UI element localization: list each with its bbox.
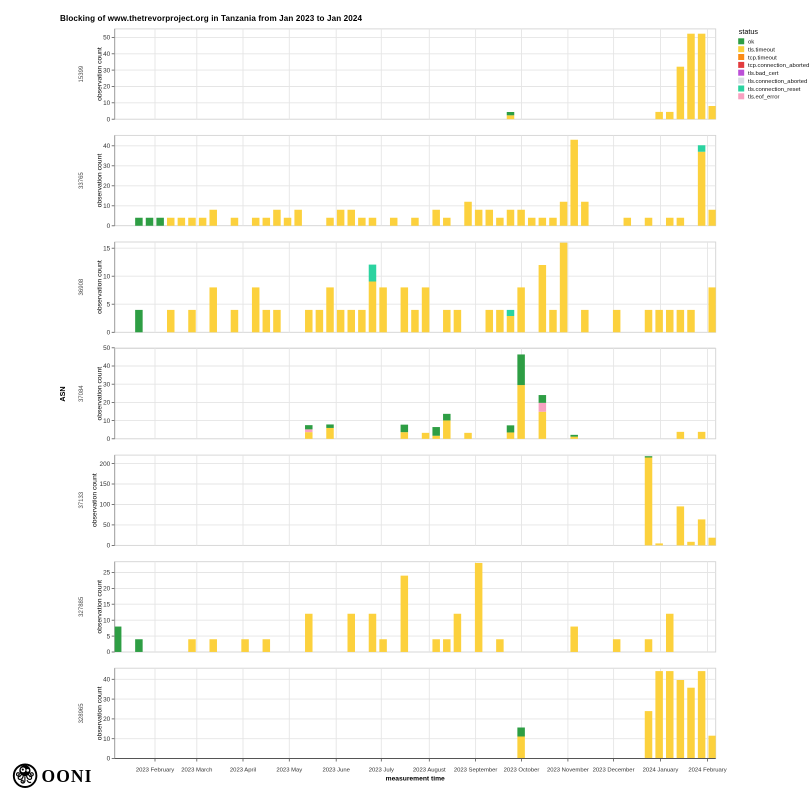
svg-text:0: 0 xyxy=(107,543,111,550)
svg-text:0: 0 xyxy=(107,330,111,337)
svg-text:2023 June: 2023 June xyxy=(322,768,350,774)
svg-text:5: 5 xyxy=(107,301,111,308)
svg-text:25: 25 xyxy=(103,570,111,577)
svg-text:observation count: observation count xyxy=(96,686,103,740)
svg-text:ASN: ASN xyxy=(58,386,67,401)
svg-text:2023 March: 2023 March xyxy=(181,768,212,774)
svg-text:150: 150 xyxy=(100,481,111,488)
svg-text:ok: ok xyxy=(748,40,754,46)
svg-text:20: 20 xyxy=(103,183,111,190)
svg-text:2023 December: 2023 December xyxy=(593,768,635,774)
svg-text:30: 30 xyxy=(103,67,111,74)
svg-text:10: 10 xyxy=(103,100,111,107)
svg-text:tls.eof_error: tls.eof_error xyxy=(748,95,779,101)
svg-text:0: 0 xyxy=(107,649,111,656)
svg-text:37084: 37084 xyxy=(79,385,85,402)
svg-text:2023 April: 2023 April xyxy=(230,768,256,774)
svg-text:50: 50 xyxy=(103,345,111,352)
svg-text:tls.connection_reset: tls.connection_reset xyxy=(748,87,801,93)
svg-text:10: 10 xyxy=(103,273,111,280)
svg-text:observation count: observation count xyxy=(96,47,103,101)
svg-text:2023 August: 2023 August xyxy=(413,768,446,774)
svg-text:15399: 15399 xyxy=(79,65,85,82)
svg-text:0: 0 xyxy=(107,223,111,230)
svg-text:2023 July: 2023 July xyxy=(369,768,394,774)
svg-text:tls.bad_cert: tls.bad_cert xyxy=(748,71,779,77)
svg-text:33765: 33765 xyxy=(79,172,85,189)
svg-text:2023 September: 2023 September xyxy=(454,768,498,774)
svg-text:37133: 37133 xyxy=(79,491,85,508)
svg-text:10: 10 xyxy=(103,736,111,743)
svg-text:30: 30 xyxy=(103,381,111,388)
svg-text:10: 10 xyxy=(103,617,111,624)
svg-text:328965: 328965 xyxy=(79,703,85,724)
svg-text:200: 200 xyxy=(100,461,111,468)
svg-text:measurement time: measurement time xyxy=(386,776,445,783)
svg-text:20: 20 xyxy=(103,400,111,407)
svg-text:observation count: observation count xyxy=(96,580,103,634)
svg-text:2023 October: 2023 October xyxy=(504,768,540,774)
svg-text:observation count: observation count xyxy=(92,473,99,527)
svg-text:30: 30 xyxy=(103,163,111,170)
svg-text:tcp.timeout: tcp.timeout xyxy=(748,55,777,61)
svg-text:15: 15 xyxy=(103,245,111,252)
svg-text:40: 40 xyxy=(103,143,111,150)
svg-text:2024 January: 2024 January xyxy=(643,768,679,774)
svg-text:2023 February: 2023 February xyxy=(136,768,174,774)
svg-text:15: 15 xyxy=(103,602,111,609)
svg-text:observation count: observation count xyxy=(96,260,103,314)
svg-text:0: 0 xyxy=(107,756,111,763)
svg-text:20: 20 xyxy=(103,84,111,91)
svg-text:100: 100 xyxy=(100,502,111,509)
svg-text:40: 40 xyxy=(103,677,111,684)
svg-text:30: 30 xyxy=(103,696,111,703)
svg-text:10: 10 xyxy=(103,418,111,425)
svg-text:10: 10 xyxy=(103,203,111,210)
svg-text:5: 5 xyxy=(107,633,111,640)
svg-text:tls.timeout: tls.timeout xyxy=(748,48,775,54)
svg-text:20: 20 xyxy=(103,716,111,723)
svg-text:20: 20 xyxy=(103,586,111,593)
svg-text:observation count: observation count xyxy=(96,154,103,208)
svg-text:Blocking of www.thetrevorproje: Blocking of www.thetrevorproject.org in … xyxy=(60,14,363,23)
svg-text:36908: 36908 xyxy=(79,278,85,295)
svg-text:status: status xyxy=(739,27,759,36)
svg-text:0: 0 xyxy=(107,436,111,443)
svg-text:0: 0 xyxy=(107,116,111,123)
svg-text:OONI: OONI xyxy=(42,766,93,786)
svg-text:2023 May: 2023 May xyxy=(276,768,302,774)
svg-text:2024 February: 2024 February xyxy=(688,768,726,774)
svg-text:40: 40 xyxy=(103,51,111,58)
svg-text:50: 50 xyxy=(103,522,111,529)
svg-text:327885: 327885 xyxy=(79,596,85,617)
svg-text:2023 November: 2023 November xyxy=(547,768,589,774)
svg-text:40: 40 xyxy=(103,363,111,370)
svg-text:tls.connection_aborted: tls.connection_aborted xyxy=(748,79,807,85)
svg-text:50: 50 xyxy=(103,35,111,42)
svg-text:tcp.connection_aborted: tcp.connection_aborted xyxy=(748,63,809,69)
svg-text:observation count: observation count xyxy=(96,367,103,421)
